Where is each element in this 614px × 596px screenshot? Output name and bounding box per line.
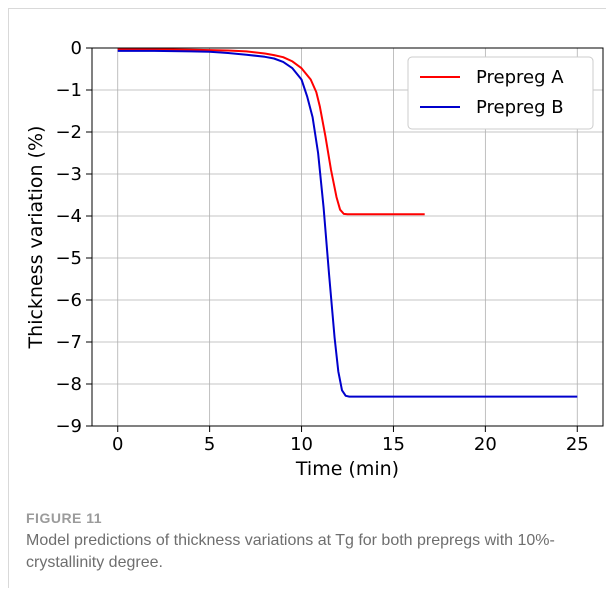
y-tick-label: −7	[55, 332, 82, 353]
line-chart: 0 5 10 15 20 25 0 −1 −2 −3 −4 −5 −6 −7 −8 −9 Time (min)…	[25, 38, 604, 480]
y-tick-label: 0	[71, 38, 82, 59]
series-line-prepreg-a	[117, 48, 425, 216]
series-line-prepreg-b	[117, 49, 578, 398]
y-tick-label: −9	[55, 416, 82, 437]
legend-label: Prepreg A	[476, 67, 564, 88]
legend-label: Prepreg B	[476, 97, 564, 118]
y-tick-label: −6	[55, 290, 82, 311]
series-lines	[117, 48, 578, 398]
x-axis-label: Time (min)	[295, 458, 399, 480]
y-tick-label: −4	[55, 206, 82, 227]
y-tick-label: −8	[55, 374, 82, 395]
y-tick-label: −2	[55, 122, 82, 143]
x-tick-label: 15	[382, 434, 405, 455]
plot-area-border	[91, 47, 604, 427]
x-tick-label: 10	[290, 434, 313, 455]
figure-label: FIGURE 11	[26, 510, 103, 526]
y-axis-label: Thickness variation (%)	[25, 126, 47, 350]
y-tick-label: −1	[55, 80, 82, 101]
figure-frame	[8, 8, 606, 588]
axis-ticks: 0 5 10 15 20 25 0 −1 −2 −3 −4 −5 −6 −7 −8 −9	[55, 38, 588, 455]
figure-caption: FIGURE 11 Model predictions of thickness…	[26, 510, 596, 574]
x-tick-label: 25	[566, 434, 589, 455]
y-tick-label: −5	[55, 248, 82, 269]
x-tick-label: 5	[204, 434, 215, 455]
legend-box	[407, 56, 594, 130]
figure-caption-text: Model predictions of thickness variation…	[26, 532, 555, 571]
x-tick-label: 0	[112, 434, 123, 455]
legend: Prepreg A Prepreg B	[407, 56, 594, 130]
y-tick-label: −3	[55, 164, 82, 185]
x-tick-label: 20	[474, 434, 497, 455]
